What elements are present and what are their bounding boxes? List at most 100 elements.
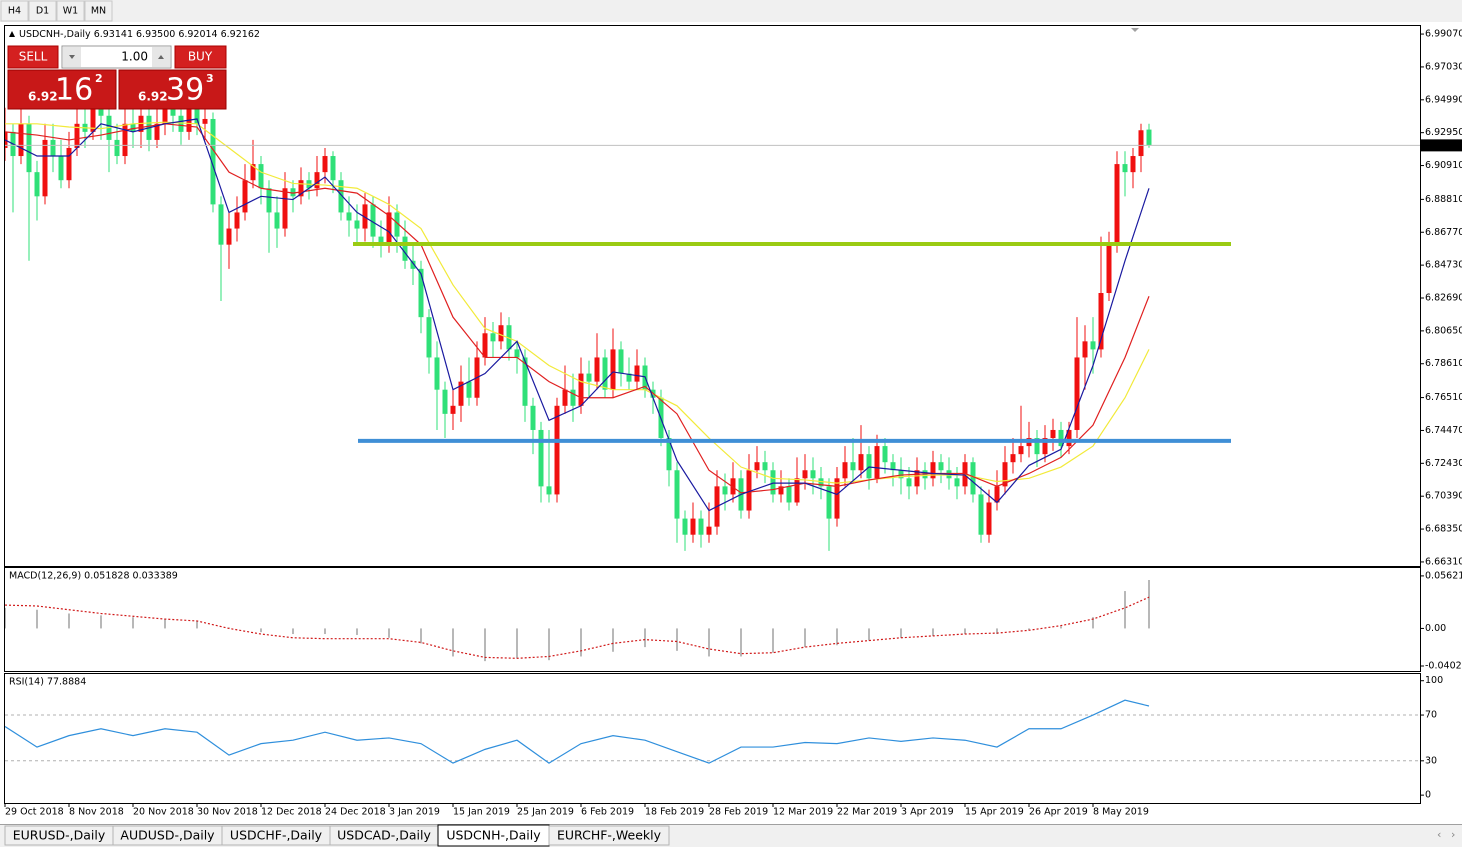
ask-box[interactable]	[118, 69, 227, 110]
scroll-left[interactable]: ‹	[1437, 828, 1441, 841]
candle-body	[490, 333, 496, 342]
timeframe-button[interactable]	[84, 0, 113, 22]
candle-body	[1146, 129, 1152, 146]
histogram-bar	[1092, 617, 1094, 629]
y-tick-label: 0.00	[1425, 623, 1446, 634]
candle-body	[362, 204, 368, 229]
y-tick-label: 70	[1425, 710, 1437, 721]
shift-marker	[1131, 28, 1139, 32]
candle-body	[706, 526, 712, 535]
candle-body	[786, 486, 792, 503]
symbol-tab-label: EURCHF-,Weekly	[557, 828, 662, 843]
collapse-icon	[9, 31, 15, 37]
volume-box[interactable]	[61, 45, 172, 69]
bid-major: 6.92	[28, 90, 58, 104]
candle-body	[122, 123, 128, 157]
y-tick-label: 6.80650	[1425, 325, 1462, 336]
candle-body	[930, 462, 936, 479]
histogram-bar	[708, 628, 710, 657]
candle-body	[762, 462, 768, 471]
candle-body	[882, 446, 888, 463]
y-tick-label: 6.78610	[1425, 358, 1462, 369]
macd-panel-frame	[4, 567, 1421, 672]
candle-body	[250, 164, 256, 181]
candle-body	[282, 188, 288, 229]
sell-button[interactable]	[7, 45, 59, 69]
candle-body	[570, 389, 576, 406]
candle-body	[754, 462, 760, 471]
x-tick-label: 15 Jan 2019	[453, 807, 510, 818]
candle-body	[794, 478, 800, 503]
histogram-bar	[356, 628, 358, 635]
down-arrow	[69, 55, 75, 59]
chart-header: USDCNH-,Daily 6.93141 6.93500 6.92014 6.…	[19, 29, 260, 40]
candle-body	[554, 405, 560, 495]
candle-body	[1114, 164, 1120, 245]
candle-body	[330, 156, 336, 181]
candle-body	[338, 180, 344, 213]
timeframe-button[interactable]	[56, 0, 85, 22]
histogram-bar	[836, 628, 838, 646]
candle-body	[18, 123, 24, 157]
timeframe-button[interactable]	[0, 0, 29, 22]
x-tick-label: 8 May 2019	[1093, 807, 1149, 818]
candle-body	[538, 429, 544, 487]
candle-body	[818, 478, 824, 487]
candle-body	[994, 486, 1000, 503]
candle-body	[426, 317, 432, 358]
candle-body	[194, 107, 200, 124]
y-tick-label: 6.84730	[1425, 260, 1462, 271]
candle-body	[1010, 454, 1016, 463]
timeframe-label: W1	[63, 6, 78, 17]
candle-body	[1050, 429, 1056, 439]
x-tick-label: 24 Dec 2018	[325, 807, 386, 818]
candle-body	[386, 212, 392, 245]
candle-body	[498, 325, 504, 342]
symbol-tab[interactable]	[548, 825, 670, 846]
signal-line	[5, 596, 1150, 659]
scroll-right[interactable]: ›	[1451, 828, 1455, 841]
candle-body	[626, 373, 632, 382]
buy-button[interactable]	[174, 45, 227, 69]
candle-body	[874, 446, 880, 479]
candle-body	[218, 204, 224, 245]
histogram-bar	[260, 628, 262, 633]
candle-body	[730, 478, 736, 495]
histogram-bar	[644, 628, 646, 648]
candle-body	[1034, 438, 1040, 455]
ask-pips: 39	[166, 73, 204, 108]
candle-body	[1130, 156, 1136, 173]
candle-body	[834, 478, 840, 519]
candle-body	[578, 373, 584, 406]
candle-body	[1122, 164, 1128, 173]
last-price-box	[1421, 139, 1462, 152]
macd-plot	[5, 579, 1150, 662]
timeframe-button[interactable]	[28, 0, 57, 22]
bid-box[interactable]	[7, 69, 117, 110]
candle-body	[378, 236, 384, 245]
candle-body	[546, 486, 552, 495]
ask-fraction: 3	[206, 72, 214, 85]
candle-body	[394, 212, 400, 237]
x-tick-label: 25 Jan 2019	[517, 807, 574, 818]
y-tick-label: 6.68350	[1425, 524, 1462, 535]
candle-body	[842, 462, 848, 479]
y-tick-label: 30	[1425, 755, 1437, 766]
histogram-bar	[388, 628, 390, 638]
ask-major: 6.92	[138, 90, 168, 104]
candle-body	[410, 260, 416, 269]
candle-body	[202, 118, 208, 124]
candle-body	[586, 373, 592, 382]
timeframe-label: MN	[91, 6, 106, 17]
x-tick-label: 29 Oct 2018	[5, 807, 64, 818]
x-tick-label: 18 Feb 2019	[645, 807, 704, 818]
indicator-line	[5, 699, 1150, 764]
candle-body	[258, 164, 264, 189]
bid-pips: 16	[55, 73, 93, 108]
candle-body	[698, 518, 704, 535]
candle-body	[178, 115, 184, 132]
candle-body	[810, 470, 816, 479]
candle-body	[34, 172, 40, 197]
candle-body	[1082, 341, 1088, 358]
x-tick-label: 20 Nov 2018	[133, 807, 194, 818]
